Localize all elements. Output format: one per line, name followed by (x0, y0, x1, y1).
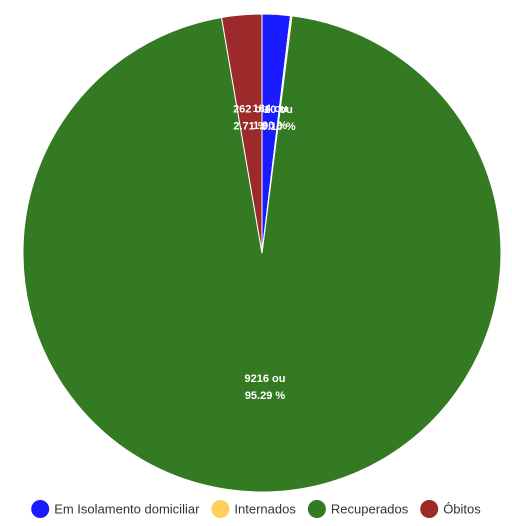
slices-layer (22, 13, 502, 493)
slice-label-count: 10 ou (264, 104, 293, 116)
slice-label-percent: 0.10 % (261, 121, 295, 133)
legend-swatch (420, 500, 439, 518)
slice-label-count: 184 ou (253, 103, 288, 115)
legend-label: Recuperados (331, 502, 409, 517)
legend-item-internados[interactable]: Internados (211, 500, 296, 518)
pie-slice-obitos[interactable] (220, 13, 263, 254)
legend-label: Em Isolamento domiciliar (54, 502, 200, 517)
legend-label: Óbitos (443, 502, 481, 517)
legend-item-recuperados[interactable]: Recuperados (307, 500, 409, 518)
slice-label-percent: 95.29 % (245, 390, 286, 402)
legend: Em Isolamento domiciliar Internados Recupe… (31, 500, 481, 518)
slice-label-count: 9216 ou (245, 373, 286, 385)
slice-label-recuperados: 9216 ou 95.29 % (245, 373, 286, 402)
slice-label-percent: 1.90 % (253, 120, 287, 132)
legend-swatch (307, 500, 326, 518)
legend-swatch (31, 500, 50, 518)
slice-label-internados: 10 ou 0.10 % (261, 104, 295, 133)
labels-layer: 184 ou 1.90 % 10 ou 0.10 % 9216 ou 95.29 % 262… (233, 103, 296, 402)
legend-item-obitos[interactable]: Óbitos (420, 500, 481, 518)
pie-slice-recuperados[interactable] (22, 15, 502, 493)
legend-swatch (211, 500, 230, 518)
slice-label-percent: 2.71 % (233, 121, 267, 133)
legend-label: Internados (234, 502, 296, 517)
legend-item-em-isolamento-domiciliar[interactable]: Em Isolamento domiciliar (31, 500, 200, 518)
slice-label-em-isolamento-domiciliar: 184 ou 1.90 % (253, 103, 288, 132)
slice-label-obitos: 262 ou 2.71 % (233, 104, 268, 133)
slice-label-count: 262 ou (233, 104, 268, 116)
